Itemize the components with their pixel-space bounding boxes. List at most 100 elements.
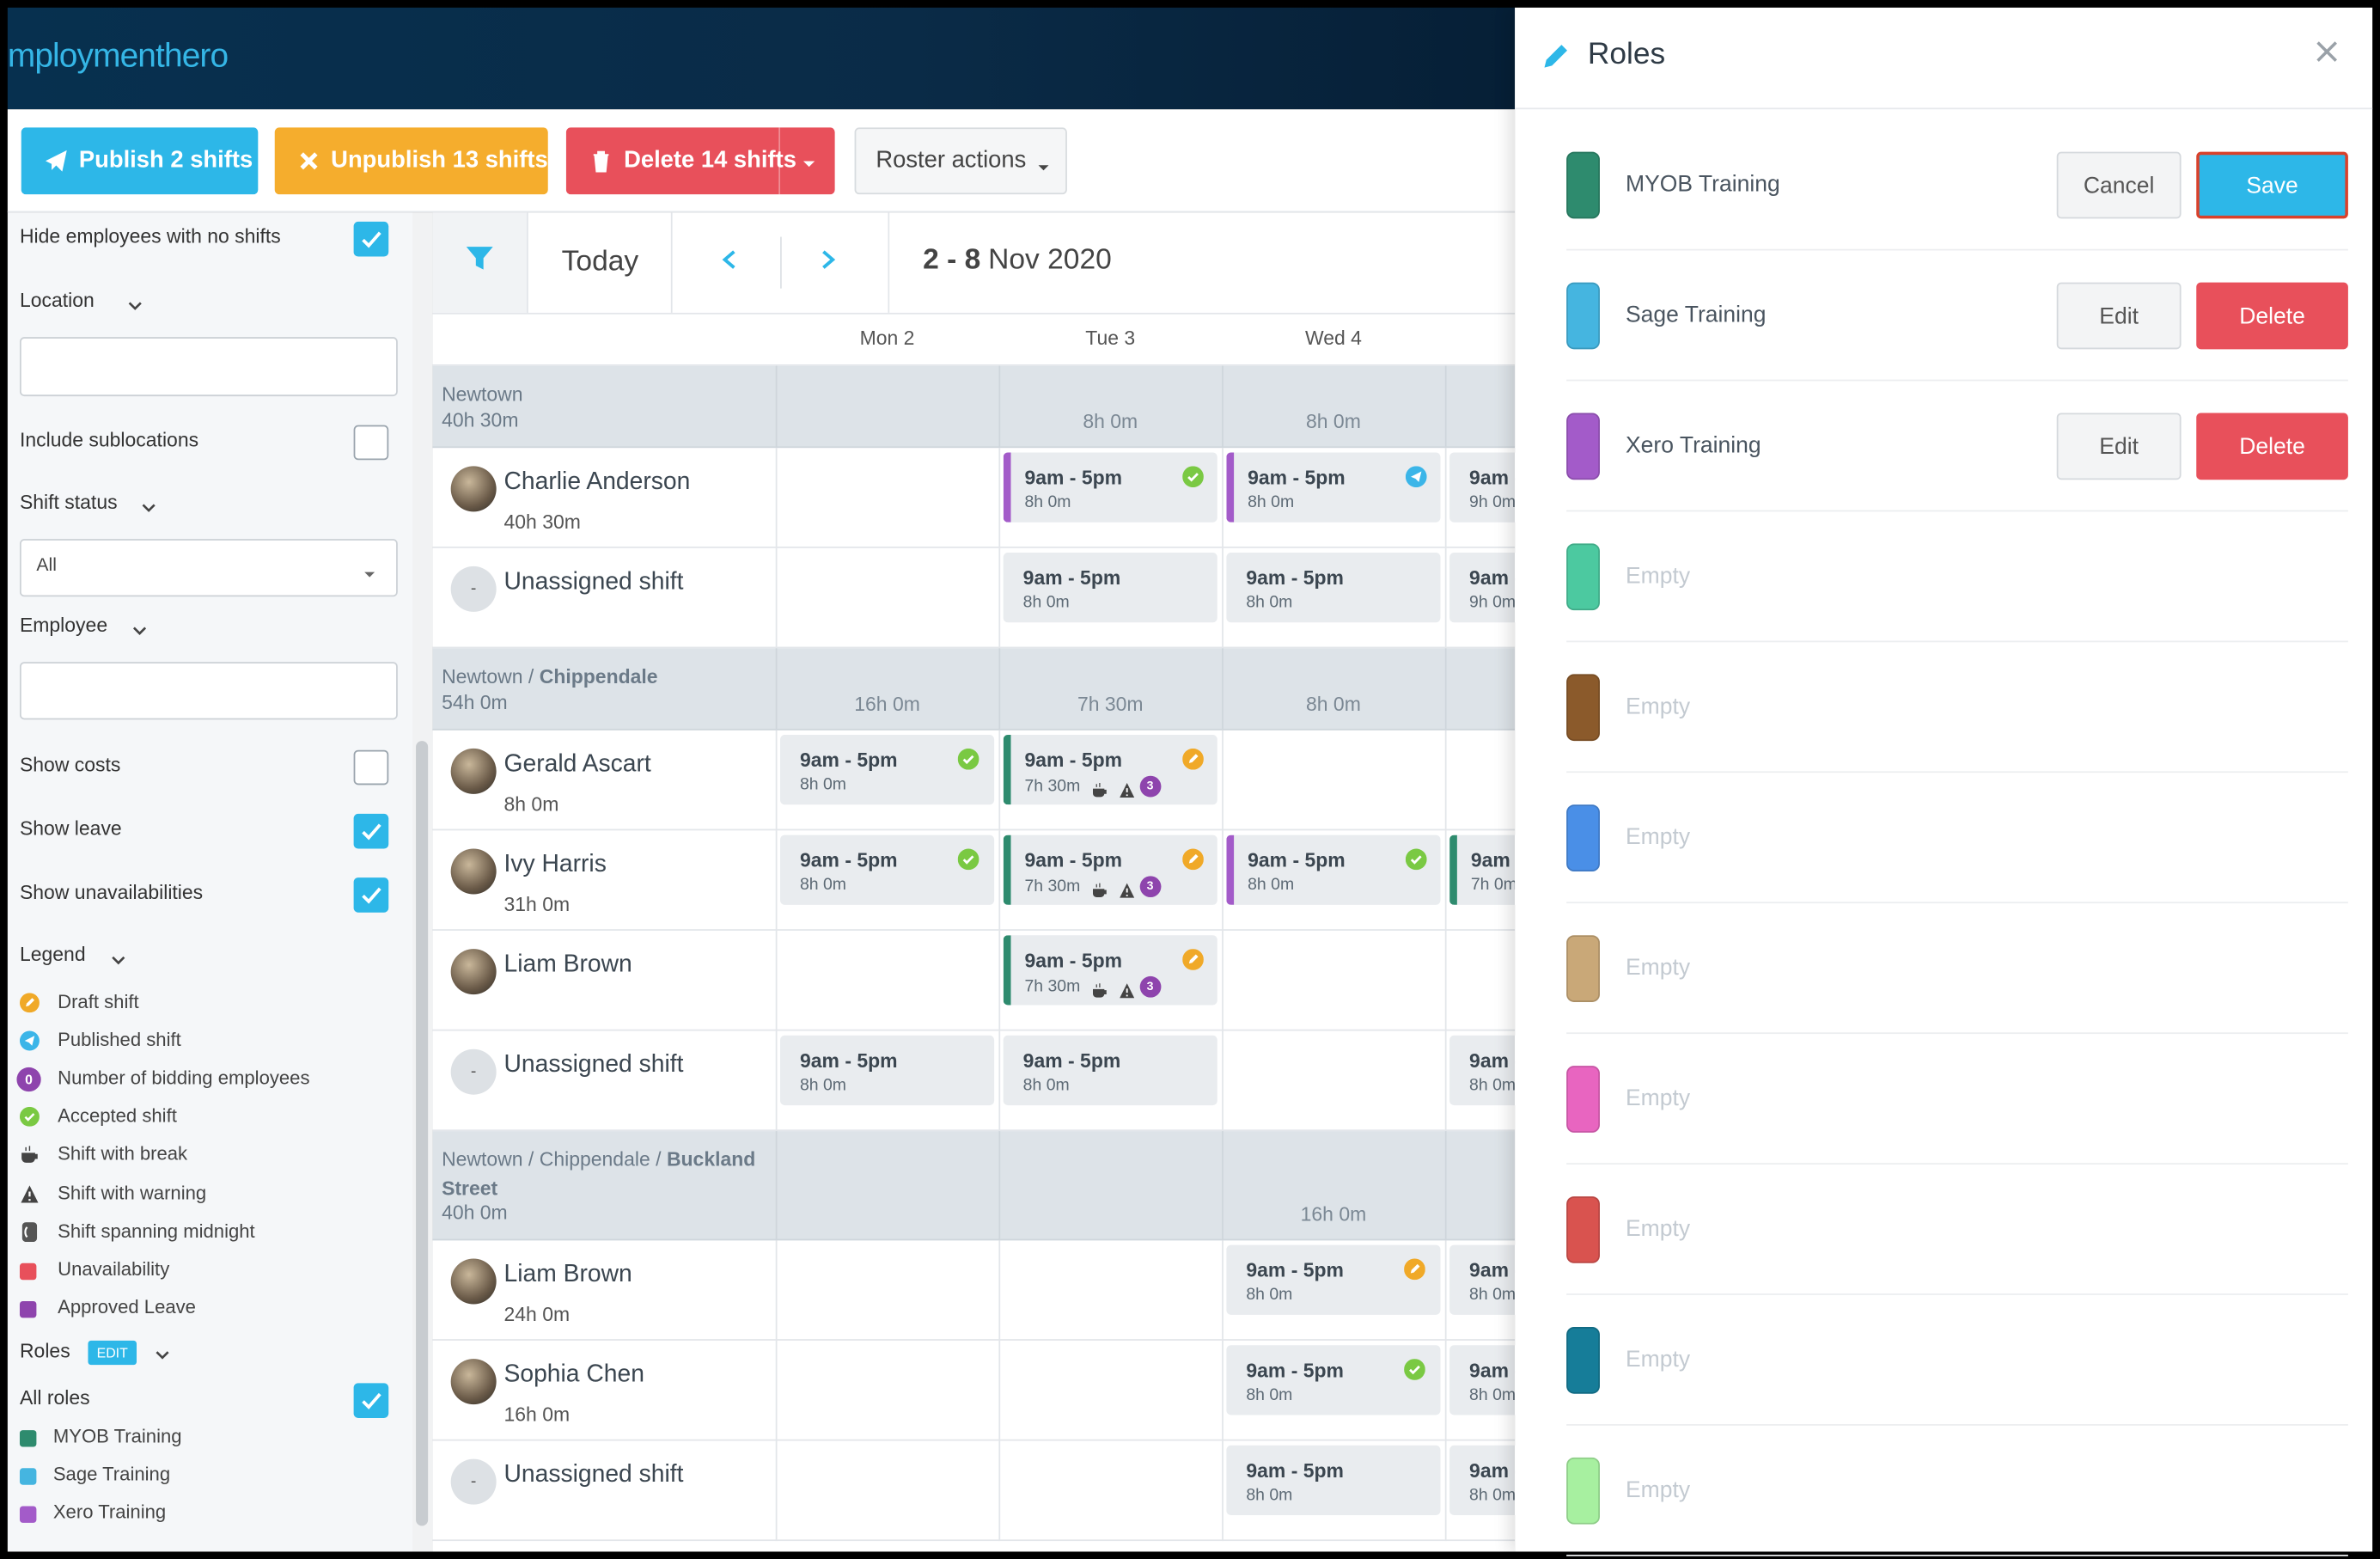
- shift-card[interactable]: 9am - 5pm 7h 30m 3: [1003, 835, 1217, 905]
- role-action-button[interactable]: Edit: [2056, 413, 2182, 480]
- shift-card[interactable]: 9am - 5pm 8h 0m: [1226, 1244, 1441, 1315]
- shift-meta: 7h 30m 3: [1024, 775, 1161, 798]
- shift-card[interactable]: 9am - 5pm 8h 0m: [1226, 452, 1441, 523]
- shift-card[interactable]: 9am - 5pm 8h 0m: [1226, 835, 1441, 905]
- role-color[interactable]: [1566, 282, 1600, 350]
- shift-status-select[interactable]: All: [19, 539, 398, 597]
- next-week[interactable]: [818, 246, 839, 273]
- shift-card[interactable]: 9am - 5pm 8h 0m: [1226, 1445, 1441, 1516]
- role-divider: [1566, 1163, 2348, 1165]
- shift-time: 9am - 5pm: [1022, 566, 1121, 590]
- role-color[interactable]: [1566, 543, 1600, 611]
- checkbox[interactable]: [353, 813, 389, 849]
- button-label: Edit: [2099, 303, 2139, 329]
- group-location: Newtown: [442, 380, 768, 409]
- status-accepted-svg: [1404, 1359, 1425, 1380]
- pencil-icon: [1541, 41, 1571, 71]
- col-line: [1222, 1030, 1224, 1132]
- role-color[interactable]: [1566, 1196, 1600, 1263]
- unpublish-button[interactable]: Unpublish 13 shifts: [274, 127, 548, 195]
- location-input[interactable]: [19, 337, 398, 397]
- shift-duration: 8h 0m: [1246, 1486, 1293, 1505]
- chevron: [131, 620, 149, 638]
- close-icon[interactable]: [2315, 40, 2339, 64]
- role-action-button[interactable]: Save: [2196, 151, 2348, 219]
- shift-time: 9am - 5pm: [1248, 848, 1346, 872]
- shift-card[interactable]: 9am - 5pm 7h 30m 3: [1003, 935, 1217, 1006]
- shift-time: 9am - 5pm: [1246, 566, 1344, 590]
- status-draft: [1404, 1258, 1425, 1281]
- employee-hours: 16h 0m: [503, 1403, 571, 1426]
- role-color[interactable]: [1566, 1326, 1600, 1394]
- role-color[interactable]: [1566, 413, 1600, 480]
- checkbox[interactable]: [353, 425, 389, 461]
- roster-actions-button-label: Roster actions: [876, 147, 1027, 174]
- delete-caret-svg: [802, 161, 815, 168]
- shift-card[interactable]: 9am - 5pm 8h 0m: [780, 735, 995, 805]
- employee-hours: 8h 0m: [503, 792, 559, 816]
- sidebar: Hide employees with no shifts Location Inc…: [7, 212, 413, 1552]
- midnight-icon: [20, 1221, 40, 1242]
- shift-card[interactable]: 9am - 5pm 8h 0m: [1003, 452, 1217, 523]
- location-separator: /: [528, 664, 534, 688]
- status-published-svg: [19, 1030, 40, 1051]
- checkbox[interactable]: [353, 749, 389, 786]
- shift-time: 9am - 5pm: [799, 848, 898, 872]
- employee-name: Unassigned shift: [503, 1462, 684, 1489]
- role-color[interactable]: [1566, 935, 1600, 1002]
- shift-card[interactable]: 9am - 5pm 8h 0m: [780, 835, 995, 905]
- row-border: [432, 1439, 1516, 1441]
- publish-button[interactable]: Publish 2 shifts: [21, 127, 259, 195]
- shift-duration: 7h 0m: [1470, 876, 1517, 895]
- prev-week[interactable]: [719, 246, 741, 273]
- filter-toggle[interactable]: [432, 212, 528, 313]
- shift-meta: 8h 0m: [1248, 493, 1294, 511]
- col-line: [998, 730, 1001, 831]
- shift-card[interactable]: 9am - 5pm 7h 30m 3: [1003, 735, 1217, 805]
- bidding-badge: 3: [1139, 876, 1161, 898]
- roster-actions-button[interactable]: Roster actions: [854, 127, 1067, 195]
- warning-icon-svg: [1119, 882, 1134, 897]
- chevron-svg: [142, 504, 156, 512]
- col-line: [998, 1131, 1001, 1241]
- shift-card[interactable]: 9am - 5pm 8h 0m: [1003, 553, 1217, 623]
- checkbox[interactable]: [353, 877, 389, 913]
- filter-label: Location: [19, 288, 95, 312]
- break-icon-svg: [21, 1146, 38, 1164]
- role-action-button[interactable]: Delete: [2196, 282, 2348, 350]
- col-line: [775, 1131, 778, 1241]
- status-accepted: [1182, 466, 1204, 488]
- role-color[interactable]: [1566, 1457, 1600, 1525]
- shift-card[interactable]: 9am - 5pm 8h 0m: [1003, 1035, 1217, 1106]
- group-location: Newtown / Chippendale / Buckland Street: [442, 1145, 768, 1202]
- delete-button[interactable]: Delete 14 shifts: [565, 127, 835, 195]
- role-action-button[interactable]: Delete: [2196, 413, 2348, 480]
- role-action-button[interactable]: Cancel: [2056, 151, 2182, 219]
- employee-input[interactable]: [19, 662, 398, 720]
- legend-label: Shift spanning midnight: [58, 1220, 255, 1242]
- shift-meta: 8h 0m: [1469, 1286, 1516, 1304]
- shift-time: 9am - 5pm: [1248, 466, 1346, 489]
- col-line: [1444, 1340, 1447, 1441]
- employee-name: Liam Brown: [503, 951, 632, 978]
- col-line: [998, 930, 1001, 1031]
- roles-edit-badge[interactable]: EDIT: [88, 1340, 137, 1366]
- shift-card[interactable]: 9am - 5pm 8h 0m: [1226, 553, 1441, 623]
- button-label: Save: [2246, 172, 2298, 199]
- row-border: [432, 1539, 1516, 1542]
- checkbox[interactable]: [353, 221, 389, 257]
- checkbox[interactable]: [353, 1383, 389, 1418]
- col-line: [998, 547, 1001, 649]
- shift-card[interactable]: 9am - 5pm 8h 0m: [780, 1035, 995, 1106]
- role-color[interactable]: [1566, 674, 1600, 742]
- role-action-button[interactable]: Edit: [2056, 282, 2182, 350]
- button-label: Edit: [2099, 433, 2139, 460]
- today-button[interactable]: [528, 212, 673, 313]
- role-color[interactable]: [1566, 151, 1600, 219]
- shift-card[interactable]: 9am - 5pm 8h 0m: [1226, 1345, 1441, 1415]
- today-label: Today: [561, 246, 639, 278]
- group-total: 40h 30m: [442, 408, 519, 431]
- role-color[interactable]: [1566, 1066, 1600, 1133]
- role-color[interactable]: [1566, 804, 1600, 872]
- status-published: [19, 1030, 40, 1051]
